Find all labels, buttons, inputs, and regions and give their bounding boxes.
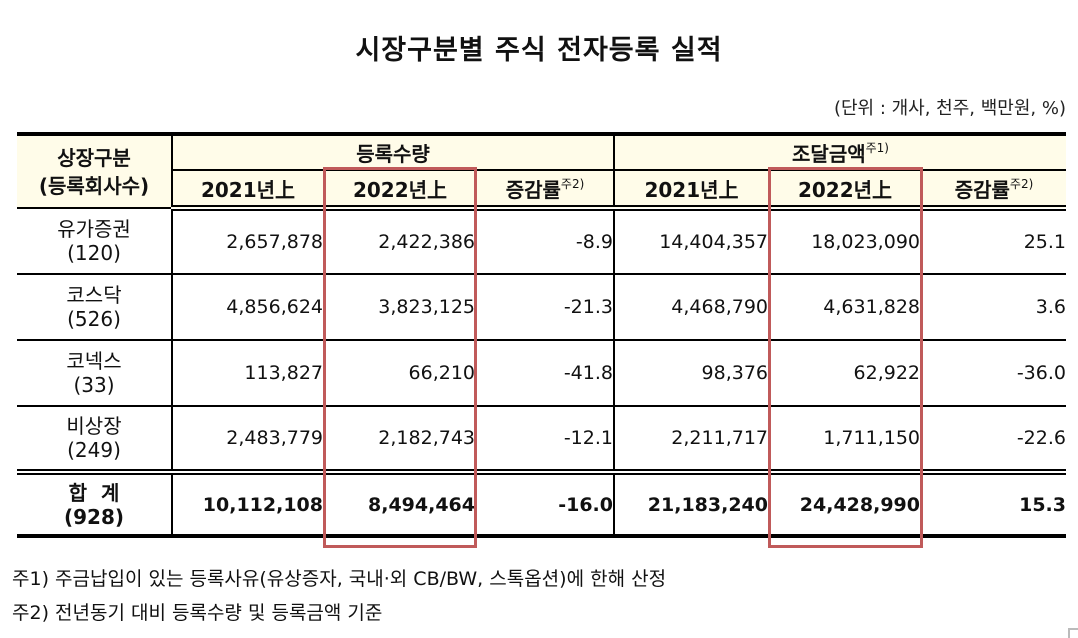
subheader-qty-change: 증감률주2)	[475, 170, 615, 211]
cell: -36.0	[920, 340, 1066, 407]
subheader-amt-2021: 2021년上	[613, 170, 770, 211]
cell: 21,183,240	[613, 472, 770, 538]
cell: -8.9	[475, 208, 615, 275]
cell: 98,376	[613, 340, 770, 407]
footnote-2: 주2) 전년동기 대비 등록수량 및 등록금액 기준	[12, 602, 383, 624]
cell: -41.8	[475, 340, 615, 407]
row-header: 비상장 (249)	[17, 406, 173, 475]
cell: 3,823,125	[323, 274, 477, 341]
corner-header-line1: 상장구분	[57, 145, 131, 170]
group-header-quantity: 등록수량	[171, 132, 615, 171]
cell: -22.6	[920, 406, 1066, 475]
cell: 1,711,150	[768, 406, 922, 475]
table-row: 유가증권 (120) 2,657,878 2,422,386 -8.9 14,40…	[17, 208, 1066, 275]
corner-header: 상장구분 (등록회사수)	[17, 132, 173, 209]
cell: 14,404,357	[613, 208, 770, 275]
page-title: 시장구분별 주식 전자등록 실적	[355, 35, 723, 66]
group-header-amount: 조달금액주1)	[613, 132, 1066, 171]
footnote-ref: 주2)	[1009, 176, 1034, 191]
cell: 8,494,464	[323, 472, 477, 538]
cell: -16.0	[475, 472, 615, 538]
cell: -21.3	[475, 274, 615, 341]
footnote-ref: 주2)	[560, 176, 585, 191]
subheader-amt-2022: 2022년上	[768, 170, 922, 211]
table-row: 코넥스 (33) 113,827 66,210 -41.8 98,376 62,9…	[17, 340, 1066, 407]
cell: 15.3	[920, 472, 1066, 538]
footnotes: 주1) 주금납입이 있는 등록사유(유상증자, 국내·외 CB/BW, 스톡옵션…	[12, 562, 666, 630]
cell: 2,657,878	[171, 208, 325, 275]
table-row: 비상장 (249) 2,483,779 2,182,743 -12.1 2,211…	[17, 406, 1066, 475]
cell: 2,483,779	[171, 406, 325, 475]
subheader-qty-2021: 2021년上	[172, 170, 325, 211]
cell: 10,112,108	[171, 472, 325, 538]
cell: 2,182,743	[323, 406, 477, 475]
subheader-amt-change: 증감률주2)	[920, 170, 1066, 211]
cell: 62,922	[768, 340, 922, 407]
row-header: 합 계 (928)	[17, 472, 173, 538]
cell: 4,631,828	[768, 274, 922, 341]
cell: 4,856,624	[171, 274, 325, 341]
footnote-ref: 주1)	[865, 141, 889, 155]
registration-table: 상장구분 (등록회사수) 등록수량 조달금액주1) 2021년上 2022년上 …	[17, 132, 1066, 538]
cell: 25.1	[920, 208, 1066, 275]
cell: 3.6	[920, 274, 1066, 341]
cell: 113,827	[171, 340, 325, 407]
cell: 4,468,790	[613, 274, 770, 341]
total-row: 합 계 (928) 10,112,108 8,494,464 -16.0 21,1…	[17, 472, 1066, 538]
subheader-qty-2022: 2022년上	[323, 170, 477, 211]
cell: 66,210	[323, 340, 477, 407]
unit-label: (단위 : 개사, 천주, 백만원, %)	[833, 98, 1066, 119]
cell: -12.1	[475, 406, 615, 475]
footnote-1: 주1) 주금납입이 있는 등록사유(유상증자, 국내·외 CB/BW, 스톡옵션…	[12, 568, 667, 590]
cell: 18,023,090	[768, 208, 922, 275]
cell: 2,422,386	[323, 208, 477, 275]
cell: 2,211,717	[613, 406, 770, 475]
table-row: 코스닥 (526) 4,856,624 3,823,125 -21.3 4,468…	[17, 274, 1066, 341]
cell: 24,428,990	[768, 472, 922, 538]
row-header: 유가증권 (120)	[17, 208, 173, 275]
corner-mark	[1068, 628, 1078, 638]
corner-header-line2: (등록회사수)	[38, 173, 150, 198]
row-header: 코스닥 (526)	[17, 274, 173, 341]
row-header: 코넥스 (33)	[17, 340, 173, 407]
